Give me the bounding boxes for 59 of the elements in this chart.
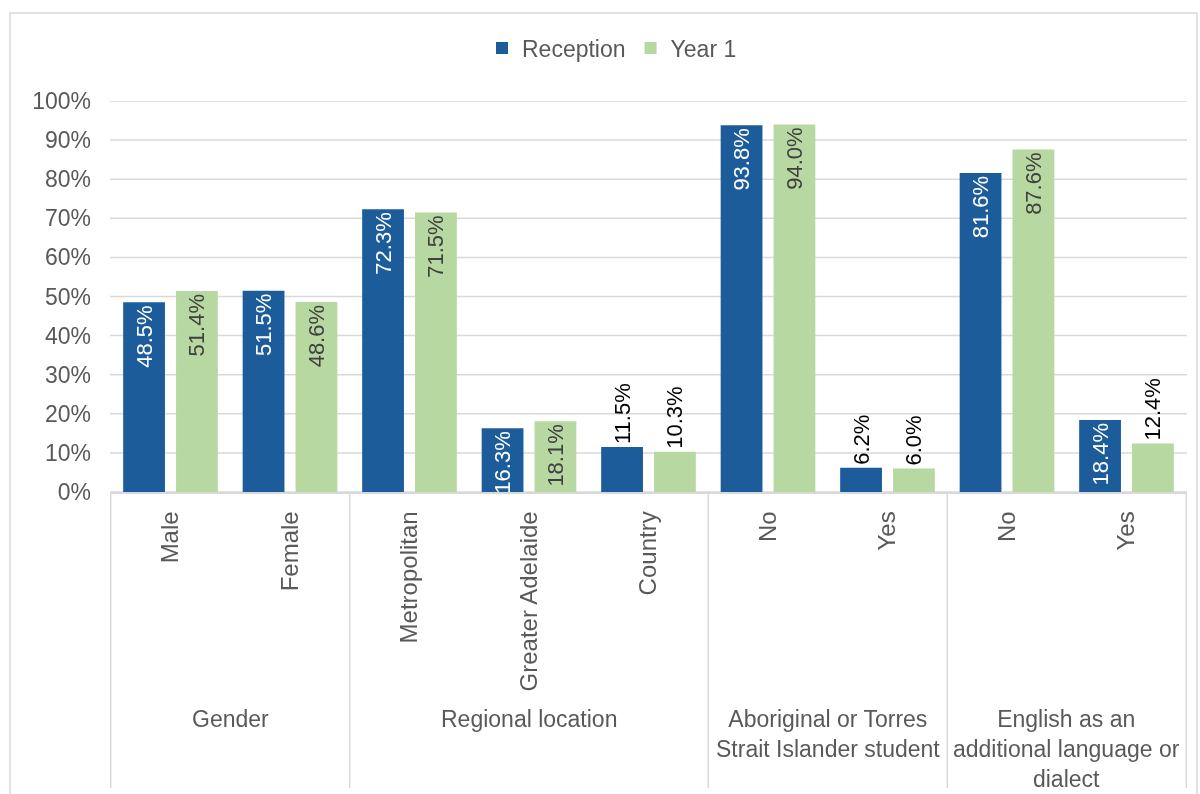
data-label: 16.3% bbox=[490, 431, 516, 494]
y-tick-label: 90% bbox=[44, 127, 91, 154]
y-tick-label: 50% bbox=[44, 283, 91, 310]
bar bbox=[601, 447, 643, 492]
bar bbox=[720, 125, 763, 492]
bar bbox=[123, 302, 165, 492]
x-tick-label: No bbox=[992, 511, 1020, 543]
y-tick-label: 10% bbox=[44, 439, 91, 466]
data-label: 11.5% bbox=[609, 383, 635, 445]
bar bbox=[242, 290, 285, 492]
legend-label: Reception bbox=[522, 35, 626, 62]
bar bbox=[1132, 443, 1174, 492]
x-tick-label: Male bbox=[156, 511, 184, 564]
x-tick-label: Yes bbox=[873, 511, 901, 551]
data-label: 10.3% bbox=[662, 386, 688, 449]
bar bbox=[362, 209, 404, 492]
data-label: 94.0% bbox=[781, 127, 807, 190]
data-label: 6.2% bbox=[848, 414, 874, 465]
y-tick-label: 0% bbox=[57, 479, 91, 506]
y-tick-label: 60% bbox=[44, 244, 91, 271]
data-label: 87.6% bbox=[1020, 152, 1046, 215]
text: Regional location bbox=[441, 706, 618, 732]
data-label: 51.4% bbox=[184, 294, 210, 357]
y-tick-label: 80% bbox=[44, 166, 91, 193]
bar bbox=[176, 291, 218, 492]
data-label: 93.8% bbox=[729, 128, 755, 191]
data-label: 72.3% bbox=[370, 212, 396, 275]
bar bbox=[959, 172, 1002, 492]
data-label: 18.1% bbox=[542, 424, 568, 487]
bar bbox=[840, 467, 882, 492]
text: Gender bbox=[192, 706, 270, 732]
bar bbox=[1012, 149, 1055, 492]
data-label: 48.5% bbox=[131, 305, 157, 368]
text: Aboriginal or Torres Strait Islander student bbox=[716, 706, 941, 762]
x-tick-label: Country bbox=[634, 511, 662, 596]
x-tick-label: Metropolitan bbox=[395, 511, 423, 644]
y-tick-label: 30% bbox=[44, 361, 91, 388]
x-tick-label: No bbox=[753, 511, 781, 543]
bar bbox=[295, 301, 338, 492]
data-label: 48.6% bbox=[303, 304, 329, 368]
y-tick-label: 20% bbox=[44, 400, 91, 427]
data-label: 18.4% bbox=[1087, 423, 1113, 486]
bar bbox=[773, 124, 816, 492]
y-tick-label: 100% bbox=[32, 88, 91, 115]
data-label: 6.0% bbox=[901, 415, 927, 466]
bar bbox=[654, 451, 696, 492]
y-tick-label: 70% bbox=[44, 205, 91, 232]
x-tick-label: Greater Adelaide bbox=[514, 511, 542, 692]
data-label: 51.5% bbox=[251, 293, 277, 357]
data-label: 81.6% bbox=[968, 175, 994, 239]
text: English as an additional language or dialect bbox=[953, 706, 1180, 792]
x-tick-label: Female bbox=[275, 511, 303, 592]
y-tick-label: 40% bbox=[44, 322, 91, 349]
bar bbox=[893, 468, 935, 492]
data-label: 71.5% bbox=[423, 215, 449, 278]
x-tick-label: Yes bbox=[1112, 511, 1140, 551]
legend-label: Year 1 bbox=[670, 35, 737, 62]
data-label: 12.4% bbox=[1140, 378, 1166, 441]
bar bbox=[415, 212, 457, 492]
